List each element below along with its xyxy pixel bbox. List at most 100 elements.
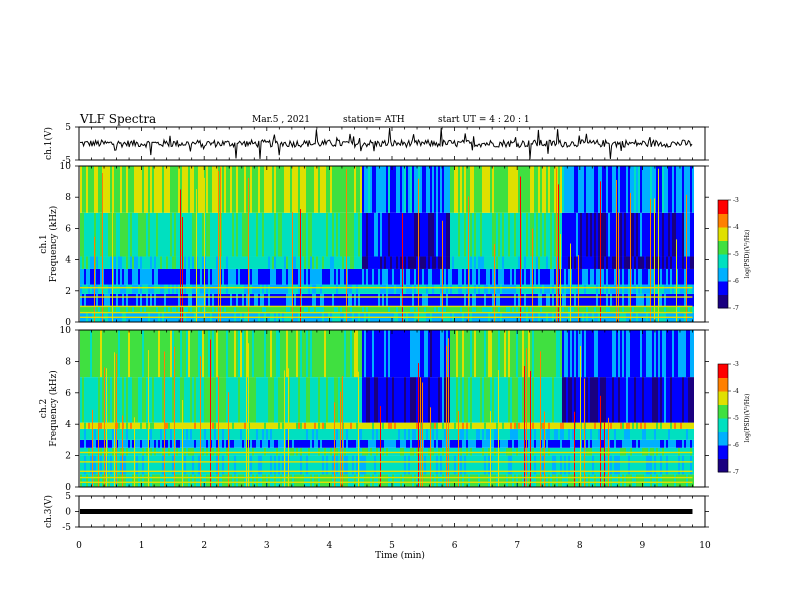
- spectrogram-cell: [390, 447, 392, 456]
- spectrogram-cell: [434, 293, 436, 307]
- spectrogram-cell: [132, 455, 134, 475]
- spectrogram-cell: [152, 428, 154, 440]
- spectrogram-cell: [222, 428, 224, 440]
- spectrogram-cell: [194, 256, 196, 269]
- spectrogram-cell: [572, 306, 574, 313]
- spectrogram-cell: [222, 455, 224, 475]
- spectrogram-cell: [316, 455, 318, 475]
- spectrogram-cell: [604, 284, 606, 294]
- spectrogram-cell: [506, 256, 508, 269]
- ch1-trace: [79, 127, 693, 160]
- spectrogram-cell: [292, 474, 294, 487]
- spectrogram-cell: [624, 256, 626, 269]
- spectrogram-cell: [354, 330, 356, 378]
- spectrogram-cell: [340, 284, 342, 294]
- spectrogram-cell: [406, 268, 408, 285]
- spectrogram-cell: [154, 256, 156, 269]
- spectrogram-cell: [286, 428, 288, 440]
- spectrogram-cell: [474, 377, 476, 423]
- spectrogram-cell: [342, 306, 344, 313]
- spectrogram-cell: [166, 330, 168, 378]
- spectrogram-cell: [232, 284, 234, 294]
- spectrogram-cell: [370, 428, 372, 440]
- spectrogram-cell: [638, 212, 640, 257]
- spectrogram-cell: [486, 268, 488, 285]
- spectrogram-cell: [560, 422, 562, 429]
- spectrogram-cell: [394, 306, 396, 313]
- spectrogram-cell: [386, 306, 388, 313]
- spectrogram-cell: [452, 439, 454, 448]
- spectrogram-cell: [370, 377, 372, 423]
- spectrogram-cell: [232, 212, 234, 257]
- spectrogram-cell: [600, 330, 602, 378]
- sferic-streak: [210, 339, 211, 487]
- spectrogram-cell: [156, 447, 158, 456]
- spectrogram-cell: [276, 447, 278, 456]
- spectrogram-cell: [92, 306, 94, 313]
- spectrogram-cell: [492, 428, 494, 440]
- spectrogram-cell: [504, 439, 506, 448]
- spectrogram-cell: [472, 212, 474, 257]
- spectrogram-cell: [388, 293, 390, 307]
- spectrogram-cell: [152, 377, 154, 423]
- spectrogram-cell: [592, 212, 594, 257]
- spectrogram-cell: [138, 268, 140, 285]
- spectrogram-cell: [132, 428, 134, 440]
- spectrogram-cell: [330, 428, 332, 440]
- spectrogram-cell: [188, 268, 190, 285]
- spectrogram-cell: [420, 268, 422, 285]
- spectrogram-cell: [632, 330, 634, 378]
- spectrogram-cell: [566, 256, 568, 269]
- spectrogram-cell: [136, 439, 138, 448]
- spectrogram-cell: [254, 268, 256, 285]
- spectrogram-cell: [456, 166, 458, 213]
- spectrogram-cell: [234, 422, 236, 429]
- spectrogram-cell: [214, 256, 216, 269]
- spectrogram-cell: [624, 166, 626, 213]
- spectrogram-cell: [200, 256, 202, 269]
- spectrogram-cell: [614, 212, 616, 257]
- spectrogram-cell: [282, 428, 284, 440]
- spectrogram-cell: [500, 306, 502, 313]
- spectrogram-cell: [166, 377, 168, 423]
- spectrogram-cell: [146, 268, 148, 285]
- spectrogram-cell: [546, 330, 548, 378]
- spectrogram-cell: [542, 166, 544, 213]
- spectrogram-cell: [546, 474, 548, 487]
- spectrogram-cell: [96, 268, 98, 285]
- spectrogram-cell: [334, 166, 336, 213]
- spectrogram-cell: [406, 284, 408, 294]
- spectrogram-cell: [310, 212, 312, 257]
- sferic-streak: [228, 392, 229, 487]
- spectrogram-cell: [132, 422, 134, 429]
- spectrogram-cell: [214, 306, 216, 313]
- spectrogram-cell: [530, 306, 532, 313]
- spectrogram-cell: [370, 474, 372, 487]
- spectrogram-cell: [506, 377, 508, 423]
- spectrogram-cell: [438, 455, 440, 475]
- spectrogram-cell: [466, 422, 468, 429]
- spectrogram-cell: [440, 474, 442, 487]
- spectrogram-cell: [512, 422, 514, 429]
- spectrogram-cell: [368, 447, 370, 456]
- spectrogram-cell: [662, 256, 664, 269]
- spectrogram-cell: [644, 256, 646, 269]
- spectrogram-cell: [470, 330, 472, 378]
- spectrogram-cell: [404, 268, 406, 285]
- spectrogram-cell: [628, 212, 630, 257]
- spectrogram-cell: [100, 455, 102, 475]
- spectrogram-cell: [348, 474, 350, 487]
- spectrogram-cell: [208, 293, 210, 307]
- spectrogram-cell: [316, 166, 318, 213]
- spectrogram-cell: [290, 284, 292, 294]
- spectrogram-cell: [302, 422, 304, 429]
- spectrogram-cell: [560, 166, 562, 213]
- spectrogram-cell: [362, 268, 364, 285]
- spectrogram-cell: [144, 439, 146, 448]
- spectrogram-cell: [312, 474, 314, 487]
- spectrogram-cell: [652, 293, 654, 307]
- spectrogram-cell: [282, 455, 284, 475]
- spectrogram-cell: [296, 455, 298, 475]
- spectrogram-cell: [164, 212, 166, 257]
- spectrogram-cell: [242, 447, 244, 456]
